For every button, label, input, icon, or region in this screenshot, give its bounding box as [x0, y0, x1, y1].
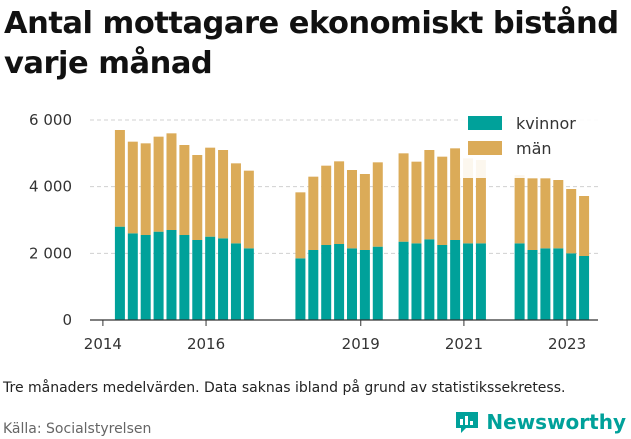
chart-title: Antal mottagare ekonomiskt bistånd varje… [4, 6, 619, 81]
x-tick-label: 2016 [187, 335, 225, 353]
brand-name: Newsworthy [486, 410, 626, 434]
bars [114, 130, 590, 320]
bar-man [437, 156, 448, 245]
bar-man [205, 147, 216, 237]
bar-kvinnor [295, 258, 306, 320]
legend-label: kvinnor [516, 114, 576, 133]
bar-man [411, 161, 422, 244]
bar-kvinnor [127, 233, 138, 320]
bar-kvinnor [114, 226, 125, 320]
bar-kvinnor [153, 231, 164, 320]
legend-swatch-kvinnor [468, 116, 502, 130]
bar-kvinnor [437, 245, 448, 320]
bar-man [463, 158, 474, 244]
bar-man [334, 161, 345, 244]
bar-man [359, 174, 370, 250]
bar-kvinnor [140, 235, 151, 320]
bar-man [398, 153, 409, 242]
bar-man [140, 143, 151, 235]
legend-swatch-man [468, 141, 502, 155]
legend: kvinnor män [460, 110, 598, 178]
bar-kvinnor [334, 244, 345, 320]
bar-man [527, 178, 538, 250]
newsworthy-icon [456, 412, 479, 433]
x-tick-label: 2014 [84, 335, 122, 353]
bar-kvinnor [166, 230, 177, 320]
bar-kvinnor [424, 239, 435, 320]
bar-man [346, 170, 357, 249]
bar-man [153, 136, 164, 232]
bar-man [475, 160, 486, 244]
bar-man [230, 163, 241, 244]
bar-man [321, 165, 332, 245]
bar-man [566, 189, 577, 254]
bar-man [450, 148, 461, 240]
bar-man [192, 155, 203, 240]
bar-kvinnor [218, 238, 229, 320]
bar-kvinnor [359, 250, 370, 320]
x-tick-label: 2021 [445, 335, 483, 353]
bar-man [295, 192, 306, 259]
bar-kvinnor [398, 241, 409, 320]
bar-kvinnor [514, 243, 525, 320]
bar-kvinnor [230, 243, 241, 320]
bar-kvinnor [463, 243, 474, 320]
source-label: Källa: Socialstyrelsen [3, 421, 152, 437]
bar-kvinnor [553, 248, 564, 320]
bar-man [114, 130, 125, 227]
y-tick-label: 4 000 [29, 178, 72, 196]
bar-kvinnor [372, 246, 383, 320]
bar-kvinnor [205, 236, 216, 320]
bar-kvinnor [308, 250, 319, 320]
bar-man [179, 145, 190, 235]
bar-man [579, 196, 590, 256]
bar-kvinnor [192, 240, 203, 320]
bar-kvinnor [475, 243, 486, 320]
bar-man [218, 150, 229, 239]
bar-kvinnor [411, 243, 422, 320]
bar-kvinnor [450, 240, 461, 320]
bar-man [553, 180, 564, 249]
bar-man [243, 170, 254, 249]
bar-kvinnor [579, 256, 590, 320]
x-tick-label: 2019 [342, 335, 380, 353]
bar-kvinnor [243, 248, 254, 320]
bar-man [540, 178, 551, 249]
bar-man [308, 176, 319, 250]
brand-logo: Newsworthy [454, 410, 626, 434]
bar-kvinnor [527, 250, 538, 320]
x-tick-label: 2023 [548, 335, 586, 353]
bar-man [127, 141, 138, 234]
y-tick-label: 2 000 [29, 244, 72, 262]
bar-man [514, 175, 525, 244]
axes: 0 2 000 4 000 6 000 2014 2016 2019 2021 2023 [29, 111, 598, 353]
bar-kvinnor [540, 248, 551, 320]
bar-kvinnor [566, 253, 577, 320]
bar-man [424, 150, 435, 240]
bar-man [372, 162, 383, 247]
bar-man [166, 133, 177, 230]
legend-label: män [516, 139, 552, 158]
y-tick-label: 0 [62, 311, 72, 329]
bar-kvinnor [179, 235, 190, 320]
y-tick-label: 6 000 [29, 111, 72, 129]
stacked-bar-chart: 0 2 000 4 000 6 000 2014 2016 2019 2021 2023 kvi… [29, 110, 598, 353]
bar-kvinnor [346, 248, 357, 320]
bar-kvinnor [321, 245, 332, 320]
chart-note: Tre månaders medelvärden. Data saknas ib… [3, 380, 566, 396]
